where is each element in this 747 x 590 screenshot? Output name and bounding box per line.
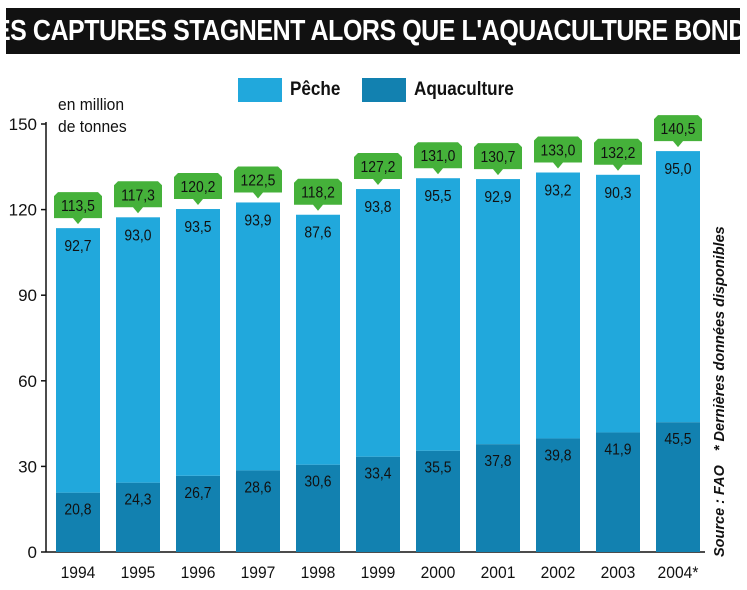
legend-item-peche: Pêche	[238, 78, 346, 102]
bar-aquaculture-3	[236, 470, 280, 552]
label-peche-6: 95,5	[424, 189, 451, 206]
x-tick-label-0: 1994	[61, 563, 96, 582]
total-label-7: 130,7	[481, 149, 516, 166]
bar-peche-4	[296, 214, 340, 465]
y-tick-label-60: 60	[18, 372, 37, 391]
total-label-10: 140,5	[661, 121, 696, 138]
total-badge-10	[654, 115, 702, 148]
label-aquaculture-7: 37,8	[484, 454, 511, 471]
x-tick-label-10: 2004*	[658, 563, 699, 582]
total-badge-3	[234, 166, 282, 199]
bar-peche-2	[176, 209, 220, 476]
bar-peche-10	[656, 151, 700, 423]
label-peche-8: 93,2	[544, 183, 571, 200]
legend-swatch-peche	[238, 78, 282, 102]
y-tick-label-30: 30	[18, 457, 37, 476]
label-peche-5: 93,8	[364, 199, 391, 216]
total-badge-4	[294, 178, 342, 211]
y-tick-label-90: 90	[18, 286, 37, 305]
total-badge-9	[594, 138, 642, 171]
x-tick-label-4: 1998	[301, 563, 336, 582]
label-aquaculture-4: 30,6	[304, 474, 331, 491]
label-peche-9: 90,3	[604, 185, 631, 202]
bar-aquaculture-2	[176, 475, 220, 552]
label-peche-4: 87,6	[304, 225, 331, 242]
legend: Pêche Aquaculture	[238, 78, 541, 102]
x-tick-label-8: 2002	[541, 563, 576, 582]
label-peche-7: 92,9	[484, 189, 511, 206]
label-aquaculture-3: 28,6	[244, 480, 271, 497]
legend-swatch-aquaculture	[361, 78, 406, 102]
x-tick-label-9: 2003	[601, 563, 636, 582]
total-label-0: 113,5	[61, 199, 95, 216]
footnote-text: * Dernières données disponibles	[712, 226, 728, 452]
y-tick-label-120: 120	[9, 201, 37, 220]
bar-peche-8	[536, 172, 580, 439]
label-aquaculture-8: 39,8	[544, 448, 571, 465]
label-peche-3: 93,9	[244, 213, 271, 230]
label-peche-2: 93,5	[184, 219, 211, 236]
bar-aquaculture-8	[536, 438, 580, 552]
bar-aquaculture-6	[416, 450, 460, 552]
x-tick-label-6: 2000	[421, 563, 456, 582]
bar-peche-5	[356, 189, 400, 457]
total-label-9: 132,2	[601, 145, 636, 162]
total-badge-1	[114, 181, 162, 214]
legend-label-peche: Pêche	[290, 79, 341, 100]
label-peche-1: 93,0	[124, 228, 151, 245]
bar-aquaculture-9	[596, 432, 640, 552]
x-tick-label-2: 1996	[181, 563, 216, 582]
label-peche-10: 95,0	[664, 161, 691, 178]
unit-label-line2: de tonnes	[58, 117, 127, 136]
bar-peche-1	[116, 217, 160, 483]
bar-peche-9	[596, 174, 640, 433]
label-aquaculture-10: 45,5	[664, 432, 691, 449]
bar-peche-3	[236, 202, 280, 471]
x-tick-label-3: 1997	[241, 563, 276, 582]
bar-peche-6	[416, 178, 460, 451]
source-text: Source : FAO	[712, 465, 728, 557]
bar-aquaculture-5	[356, 456, 400, 552]
label-aquaculture-9: 41,9	[604, 442, 631, 459]
x-tick-label-5: 1999	[361, 563, 396, 582]
total-label-2: 120,2	[181, 179, 216, 196]
x-tick-label-1: 1995	[121, 563, 156, 582]
unit-label: en million de tonnes	[58, 94, 127, 138]
total-badge-7	[474, 143, 522, 176]
total-label-8: 133,0	[541, 143, 576, 160]
bar-aquaculture-10	[656, 422, 700, 552]
label-peche-0: 92,7	[64, 239, 91, 256]
bar-aquaculture-0	[56, 492, 100, 552]
total-badge-5	[354, 153, 402, 186]
label-aquaculture-1: 24,3	[124, 492, 151, 509]
legend-item-aquaculture: Aquaculture	[361, 78, 525, 102]
total-label-3: 122,5	[241, 173, 276, 190]
legend-label-aquaculture: Aquaculture	[413, 79, 514, 100]
y-tick-label-150: 150	[9, 115, 37, 134]
bar-aquaculture-7	[476, 444, 520, 552]
total-label-5: 127,2	[361, 159, 396, 176]
total-label-4: 118,2	[301, 185, 335, 202]
title-bar: LES CAPTURES STAGNENT ALORS QUE L'AQUACU…	[0, 8, 747, 54]
unit-label-line1: en million	[58, 95, 125, 114]
label-aquaculture-6: 35,5	[424, 460, 451, 477]
total-badge-2	[174, 173, 222, 206]
total-label-1: 117,3	[121, 188, 155, 205]
bar-peche-7	[476, 179, 520, 445]
label-aquaculture-5: 33,4	[364, 466, 391, 483]
y-tick-label-0: 0	[28, 543, 37, 562]
label-aquaculture-0: 20,8	[64, 502, 91, 519]
bar-aquaculture-4	[296, 464, 340, 552]
source-note: Source : FAO * Dernières données disponi…	[712, 216, 728, 557]
label-aquaculture-2: 26,7	[184, 485, 211, 502]
bar-peche-0	[56, 228, 100, 493]
total-badge-6	[414, 142, 462, 175]
chart-title: LES CAPTURES STAGNENT ALORS QUE L'AQUACU…	[0, 14, 747, 47]
x-tick-label-7: 2001	[481, 563, 516, 582]
total-badge-0	[54, 192, 102, 225]
bar-aquaculture-1	[116, 482, 160, 552]
total-badge-8	[534, 136, 582, 169]
total-label-6: 131,0	[421, 149, 456, 166]
